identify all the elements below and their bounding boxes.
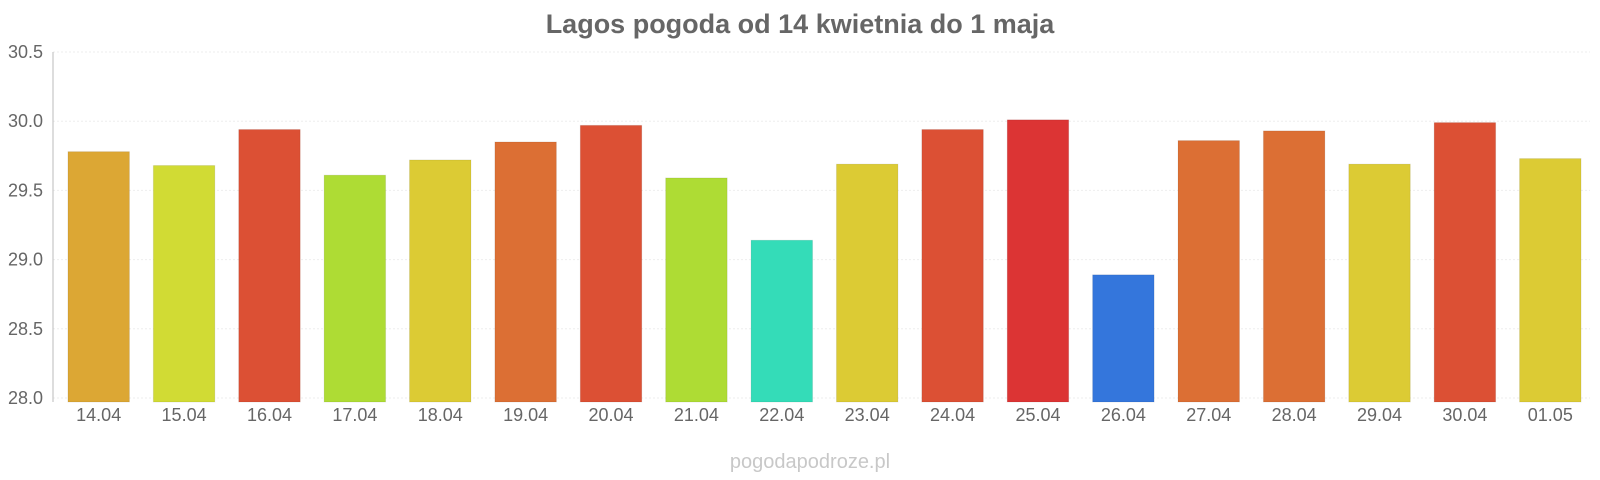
bar-27.04: [1177, 140, 1240, 403]
y-tick-label: 29.0: [8, 250, 43, 270]
x-tick-label: 21.04: [674, 405, 719, 425]
x-tick-label: 16.04: [247, 405, 292, 425]
y-tick-label: 30.0: [8, 111, 43, 131]
bar-17.04: [323, 174, 387, 403]
y-tick-label: 30.5: [8, 42, 43, 62]
x-tick-label: 27.04: [1186, 405, 1231, 425]
x-tick-label: 26.04: [1101, 405, 1146, 425]
bar-21.04: [665, 177, 728, 403]
bar-20.04: [579, 124, 643, 403]
bar-26.04: [1092, 274, 1155, 403]
watermark: pogodapodroze.pl: [730, 451, 890, 473]
bar-25.04: [1006, 119, 1070, 403]
bar-23.04: [835, 163, 899, 403]
bars: [67, 119, 1582, 403]
x-tick-label: 29.04: [1357, 405, 1402, 425]
grid-lines: [53, 51, 1590, 399]
x-tick-label: 15.04: [162, 405, 207, 425]
x-tick-label: 30.04: [1442, 405, 1487, 425]
x-tick-label: 23.04: [845, 405, 890, 425]
y-axis-ticks: 28.0 28.5 29.0 29.5 30.0 30.5: [8, 42, 43, 408]
bar-24.04: [921, 129, 984, 403]
bar-29.04: [1348, 163, 1411, 403]
x-tick-label: 01.05: [1528, 405, 1573, 425]
bar-19.04: [494, 141, 557, 403]
x-tick-label: 17.04: [332, 405, 377, 425]
x-tick-label: 19.04: [503, 405, 548, 425]
x-tick-label: 18.04: [418, 405, 463, 425]
bar-18.04: [409, 159, 472, 403]
bar-01.05: [1519, 158, 1582, 403]
bar-15.04: [152, 164, 216, 403]
bar-22.04: [750, 239, 814, 403]
bar-16.04: [238, 129, 301, 403]
x-axis-ticks: 14.04 15.04 16.04 17.04 18.04 19.04 20.04 21.04…: [76, 405, 1573, 425]
y-tick-label: 29.5: [8, 180, 43, 200]
chart-title: Lagos pogoda od 14 kwietnia do 1 maja: [546, 9, 1056, 39]
bar-28.04: [1262, 130, 1326, 403]
x-tick-label: 28.04: [1272, 405, 1317, 425]
bar-30.04: [1433, 122, 1497, 403]
x-tick-label: 20.04: [589, 405, 634, 425]
y-tick-label: 28.0: [8, 388, 43, 408]
y-tick-label: 28.5: [8, 319, 43, 339]
bar-14.04: [67, 151, 130, 403]
x-tick-label: 14.04: [76, 405, 121, 425]
x-tick-label: 25.04: [1015, 405, 1060, 425]
x-tick-label: 22.04: [759, 405, 804, 425]
x-tick-label: 24.04: [930, 405, 975, 425]
